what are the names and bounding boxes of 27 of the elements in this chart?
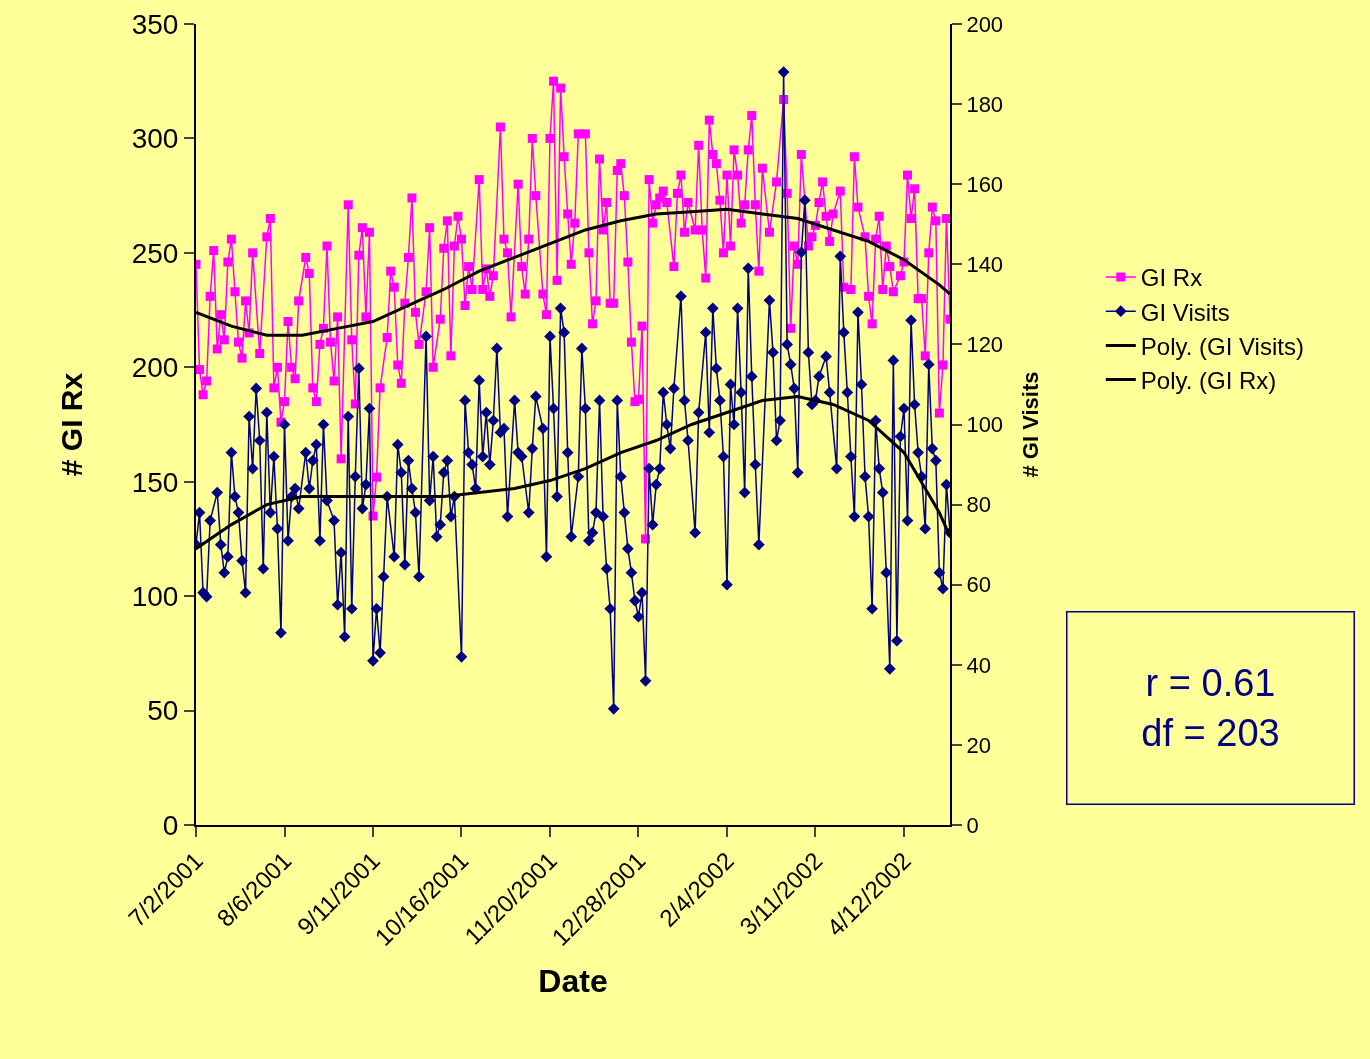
- y-tick-label: 0: [162, 809, 179, 841]
- legend-label: GI Visits: [1140, 298, 1230, 326]
- y2-tick-label: 140: [966, 252, 1004, 277]
- y2-tick-label: 20: [966, 732, 991, 758]
- y2-tick-label: 100: [966, 412, 1004, 438]
- y2-tick-label: 180: [966, 91, 1004, 117]
- x-axis-title: Date: [538, 963, 608, 1000]
- legend-label: Poly. (GI Rx): [1140, 366, 1277, 394]
- y2-tick-label: 160: [966, 171, 1004, 197]
- y2-axis-title: # GI Visits: [1017, 371, 1043, 478]
- y-tick-label: 50: [147, 695, 179, 727]
- y2-tick-label: 80: [966, 492, 991, 518]
- y-tick-label: 100: [131, 580, 179, 612]
- y2-tick-label: 60: [966, 572, 991, 598]
- y-tick-label: 150: [131, 466, 179, 498]
- y-tick-label: 200: [131, 352, 179, 384]
- y2-tick-label: 120: [966, 332, 1004, 358]
- legend-label: GI Rx: [1140, 264, 1203, 292]
- y-axis-title: # GI Rx: [55, 372, 89, 477]
- y2-tick-label: 0: [966, 812, 979, 838]
- y-tick-label: 350: [131, 8, 179, 40]
- text: r = 0.61 df = 203: [1141, 662, 1280, 754]
- legend-label: Poly. (GI Visits): [1140, 332, 1304, 360]
- y-tick-label: 250: [131, 237, 179, 269]
- y2-tick-label: 40: [966, 652, 991, 678]
- y-tick-label: 300: [131, 123, 179, 155]
- y2-tick-label: 200: [966, 11, 1004, 37]
